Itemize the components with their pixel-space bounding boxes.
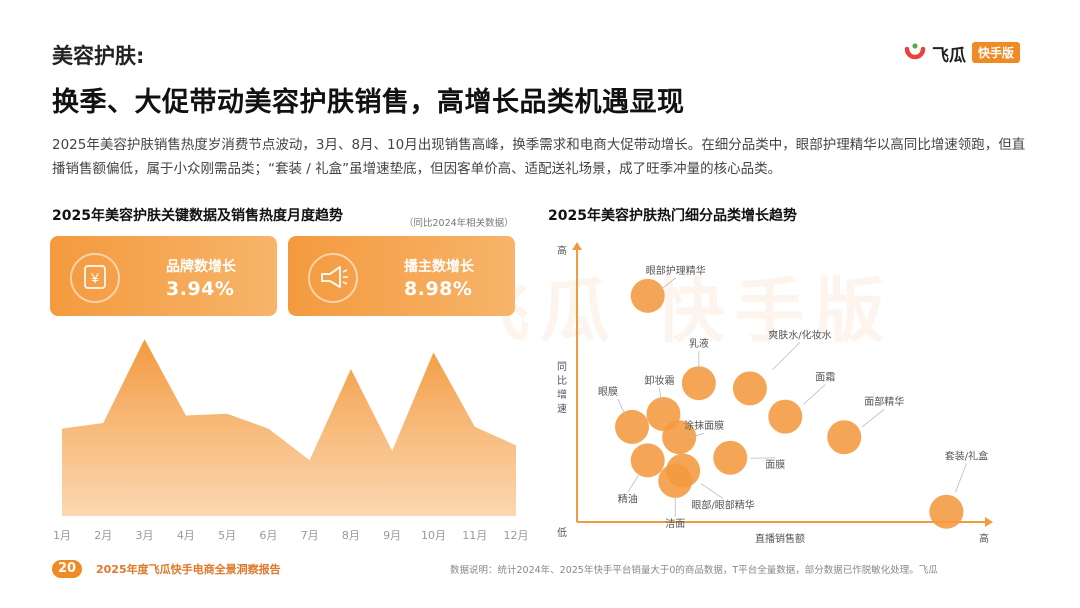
page-title: 换季、大促带动美容护肤销售，高增长品类机遇显现 <box>52 87 685 118</box>
scatter-point <box>827 420 862 455</box>
leader-line <box>772 342 801 371</box>
data-source-note: 数据说明：统计2024年、2025年快手平台销量大于0的商品数据，T平台全量数据… <box>450 565 938 576</box>
point-label: 精油 <box>618 492 638 505</box>
leader-line <box>659 388 663 405</box>
scatter-point <box>615 409 650 444</box>
right-section-title: 2025年美容护肤热门细分品类增长趋势 <box>548 208 797 224</box>
point-label: 洁面 <box>665 517 685 530</box>
x-tick-label: 10月 <box>421 529 446 542</box>
scatter-point <box>630 278 665 313</box>
x-axis-title: 直播销售额 <box>755 532 805 545</box>
category-growth-scatter-chart: 高低高直播销售额同比增速眼部护理精华乳液爽肤水/化妆水卸妆霜眼膜涂抹面膜面霜面部… <box>557 242 993 545</box>
brand-logo: 飞瓜 快手版 <box>904 40 1034 66</box>
feigua-logo-icon <box>904 43 926 60</box>
scatter-point <box>713 440 748 475</box>
report-title: 2025年度飞瓜快手电商全景洞察报告 <box>96 563 281 576</box>
x-axis-arrow <box>985 517 993 527</box>
leader-line <box>700 483 724 499</box>
point-label: 涂抹面膜 <box>684 419 724 432</box>
watermark: 飞瓜 快手版 <box>460 270 895 352</box>
y-axis-arrow <box>572 242 582 250</box>
intro-paragraph: 2025年美容护肤销售热度岁消费节点波动，3月、8月、10月出现销售高峰，换季需… <box>52 137 1026 177</box>
leader-line <box>861 408 885 428</box>
point-label: 爽肤水/化妆水 <box>768 328 831 341</box>
leader-line <box>803 384 826 405</box>
x-tick-label: 9月 <box>383 529 401 542</box>
scatter-point <box>929 494 964 529</box>
kpi-label: 品牌数增长 <box>166 259 236 275</box>
megaphone-icon <box>308 253 358 303</box>
scatter-point <box>732 371 767 406</box>
scatter-point <box>658 463 693 498</box>
x-tick-label: 3月 <box>136 529 154 542</box>
y-axis-title-char: 增 <box>557 388 567 401</box>
kpi-card-brands: ¥ 品牌数增长 3.94% <box>50 236 277 316</box>
yen-coin-icon: ¥ <box>70 253 120 303</box>
left-section-title: 2025年美容护肤关键数据及销售热度月度趋势 <box>52 208 343 224</box>
area-series <box>62 339 516 516</box>
x-tick-label: 1月 <box>53 529 71 542</box>
x-tick-label: 7月 <box>301 529 319 542</box>
point-label: 面部精华 <box>864 395 904 408</box>
monthly-heat-area-chart: 1月 2月 3月 4月 5月 6月 7月 8月 9月 10月 11月 12月 <box>53 339 529 542</box>
leader-line <box>627 475 640 493</box>
x-tick-label: 4月 <box>177 529 195 542</box>
origin-label: 低 <box>557 526 567 539</box>
point-label: 眼部/眼部精华 <box>691 499 754 512</box>
y-axis-title-char: 速 <box>557 403 567 415</box>
page-number: 20 <box>52 560 82 578</box>
x-tick-label: 2月 <box>94 529 112 542</box>
leader-line <box>690 432 705 438</box>
scatter-point <box>662 420 697 455</box>
kpi-card-streamers: 播主数增长 8.98% <box>288 236 515 316</box>
svg-text:¥: ¥ <box>90 270 99 286</box>
x-axis-high-label: 高 <box>979 532 989 545</box>
leader-line <box>660 277 676 291</box>
point-label: 面膜 <box>765 459 785 471</box>
leader-line <box>955 463 967 493</box>
leader-line <box>617 398 627 417</box>
scatter-point <box>630 443 665 478</box>
point-label: 套装/礼盒 <box>945 450 988 463</box>
point-label: 眼部护理精华 <box>646 264 706 277</box>
logo-badge: 快手版 <box>972 42 1021 63</box>
y-axis-title-char: 比 <box>557 375 567 387</box>
point-label: 眼膜 <box>598 386 618 398</box>
x-tick-label: 12月 <box>504 529 529 542</box>
x-tick-label: 5月 <box>218 529 236 542</box>
y-axis-high-label: 高 <box>557 244 567 257</box>
point-label: 卸妆霜 <box>644 374 674 387</box>
kpi-value: 3.94% <box>166 278 235 300</box>
x-tick-label: 11月 <box>462 529 487 542</box>
kpi-value: 8.98% <box>404 278 473 300</box>
leader-line <box>750 457 776 459</box>
left-section-note: （同比2024年相关数据） <box>404 218 514 229</box>
kpi-label: 播主数增长 <box>404 259 474 275</box>
point-label: 乳液 <box>689 337 709 350</box>
scatter-point <box>768 399 803 434</box>
point-label: 面霜 <box>815 372 835 384</box>
x-tick-label: 8月 <box>342 529 360 542</box>
logo-name: 飞瓜 <box>932 46 966 66</box>
section-eyebrow: 美容护肤: <box>52 44 145 68</box>
y-axis-title-char: 同 <box>557 361 567 373</box>
x-tick-label: 6月 <box>259 529 277 542</box>
scatter-point <box>681 366 716 401</box>
